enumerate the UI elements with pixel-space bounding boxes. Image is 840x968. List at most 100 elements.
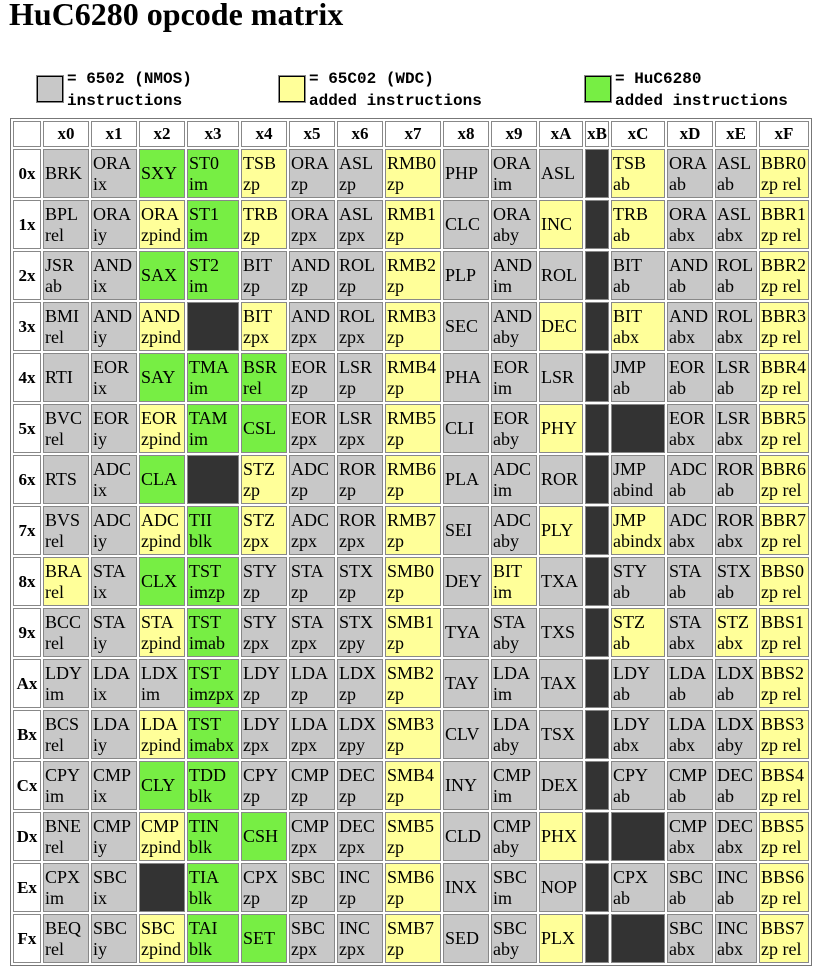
opcode-mnemonic: CLY [141,775,176,795]
opcode-mnemonic: CPY [243,764,279,785]
opcode-addressing-mode: zp [291,581,308,602]
opcode-addressing-mode: aby [493,632,519,653]
opcode-cell: BIT zpx [241,302,287,351]
opcode-addressing-mode: zp rel [761,785,802,806]
opcode-addressing-mode: im [189,275,209,296]
opcode-addressing-mode: zpind [141,428,181,449]
legend-nmos: = 6502 (NMOS) instructions [36,68,192,112]
opcode-addressing-mode: ab [669,479,686,500]
opcode-addressing-mode: ab [669,377,686,398]
opcode-mnemonic: ROR [717,509,755,530]
opcode-addressing-mode: zpx [291,530,317,551]
opcode-mnemonic: SBC [669,866,704,887]
opcode-cell: AND im [491,251,537,300]
opcode-mnemonic: BBR5 [761,407,807,428]
column-header-x0: x0 [43,121,89,147]
opcode-mnemonic: ADC [669,509,708,530]
opcode-addressing-mode: zp [243,479,260,500]
opcode-cell: ORA iy [91,200,137,249]
unused-opcode-cell [611,404,665,453]
opcode-addressing-mode: rel [45,224,64,245]
opcode-mnemonic: CMP [291,815,330,836]
opcode-addressing-mode: zp rel [761,734,802,755]
opcode-cell: PLX [539,914,583,963]
opcode-cell: BRA rel [43,557,89,606]
opcode-addressing-mode: zp [243,224,260,245]
opcode-mnemonic: INC [339,866,370,887]
opcode-cell: SBC aby [491,914,537,963]
opcode-mnemonic: CSH [243,826,279,846]
opcode-mnemonic: BBS1 [761,611,805,632]
opcode-cell: CMP zpx [289,812,335,861]
opcode-mnemonic: EOR [291,356,327,377]
opcode-cell: LDA iy [91,710,137,759]
opcode-cell: ASL zpx [337,200,383,249]
opcode-mnemonic: AND [669,305,708,326]
opcode-cell: SBC zpx [289,914,335,963]
opcode-addressing-mode: zp rel [761,173,802,194]
opcode-mnemonic: BBS6 [761,866,805,887]
opcode-cell: STA zp [289,557,335,606]
opcode-mnemonic: LDX [717,662,754,683]
opcode-addressing-mode: rel [45,326,64,347]
opcode-addressing-mode: ix [93,377,108,398]
opcode-cell: BIT ab [611,251,665,300]
opcode-mnemonic: LDA [291,713,328,734]
opcode-addressing-mode: rel [45,632,64,653]
opcode-mnemonic: TAX [541,673,577,693]
opcode-cell: BBS1 zp rel [759,608,809,657]
opcode-cell: EOR zpind [139,404,185,453]
opcode-addressing-mode: abx [717,836,743,857]
legend-nmos-line2: instructions [67,92,183,110]
opcode-addressing-mode: ab [669,683,686,704]
opcode-mnemonic: RMB5 [387,407,437,428]
opcode-mnemonic: STX [339,611,374,632]
opcode-mnemonic: INC [717,866,748,887]
opcode-cell: LDA zpx [289,710,335,759]
opcode-addressing-mode: zp [243,683,260,704]
opcode-cell: LDX zpy [337,710,383,759]
opcode-cell: LDA abx [667,710,713,759]
opcode-cell: STY zpx [241,608,287,657]
opcode-addressing-mode: zp [291,173,308,194]
opcode-addressing-mode: im [189,428,209,449]
unused-opcode-cell [585,710,609,759]
opcode-addressing-mode: zp rel [761,479,802,500]
opcode-cell: BBR6 zp rel [759,455,809,504]
opcode-cell: STZ zpx [241,506,287,555]
opcode-cell: LDY im [43,659,89,708]
opcode-addressing-mode: imzpx [189,683,234,704]
opcode-cell: ROL zpx [337,302,383,351]
opcode-mnemonic: CSL [243,418,277,438]
table-row: Dx BNE rel CMP iy CMP zpind TIN blk CSH CMP zpx DEC z… [13,812,809,861]
opcode-cell: LDA zp [289,659,335,708]
opcode-addressing-mode: ix [93,173,108,194]
opcode-cell: BBR7 zp rel [759,506,809,555]
opcode-addressing-mode: zp [291,275,308,296]
column-header-x3: x3 [187,121,239,147]
opcode-addressing-mode: zp [387,836,404,857]
opcode-mnemonic: TST [189,611,222,632]
table-row: 5x BVC rel EOR iy EOR zpind TAM im CSL EOR zpx LSR zp… [13,404,809,453]
opcode-addressing-mode: im [45,887,65,908]
row-header: Ax [13,659,41,708]
opcode-mnemonic: SMB3 [387,713,435,734]
opcode-addressing-mode: zp [339,785,356,806]
table-row: Bx BCS rel LDA iy LDA zpind TST imabx LDY zpx LDA zp… [13,710,809,759]
unused-opcode-cell [585,455,609,504]
opcode-mnemonic: SAY [141,367,176,387]
opcode-addressing-mode: zp rel [761,836,802,857]
opcode-mnemonic: SMB2 [387,662,435,683]
opcode-mnemonic: ORA [669,203,708,224]
opcode-addressing-mode: zp [339,683,356,704]
opcode-mnemonic: RMB4 [387,356,437,377]
opcode-mnemonic: BIT [243,305,272,326]
opcode-addressing-mode: zpx [339,836,365,857]
legend-swatch-huc [584,75,612,103]
opcode-cell: TST imzpx [187,659,239,708]
opcode-cell: STX ab [715,557,757,606]
opcode-cell: AND zpind [139,302,185,351]
opcode-cell: LSR abx [715,404,757,453]
page-title: HuC6280 opcode matrix [9,0,344,32]
opcode-cell: CMP abx [667,812,713,861]
